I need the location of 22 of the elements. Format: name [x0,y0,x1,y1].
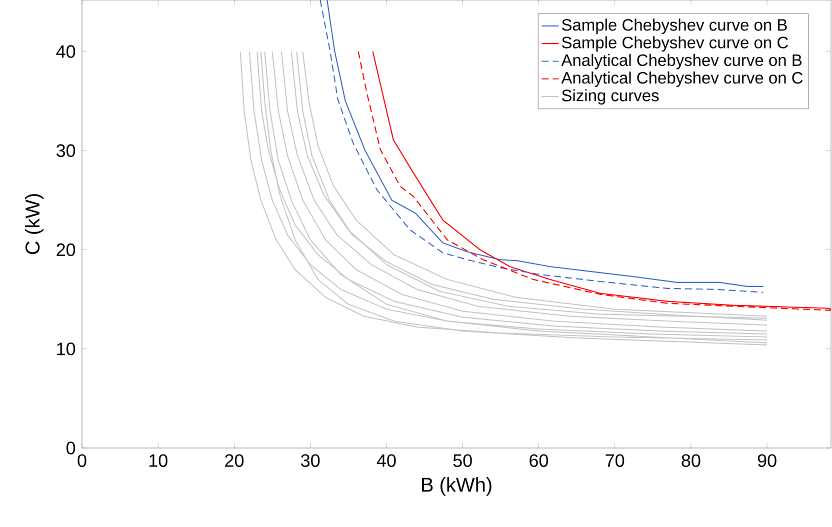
x-tick-label: 10 [149,454,168,467]
legend-label: Analytical Chebyshev curve on C [561,72,803,87]
y-tick-label: 20 [56,243,76,256]
x-tick-label: 70 [606,454,624,467]
legend-label: Analytical Chebyshev curve on B [561,54,802,70]
x-tick-label: 30 [301,454,320,467]
x-tick-label: 40 [376,454,396,467]
y-tick-label: 10 [57,342,76,356]
y-axis-title: C (kW) [24,194,44,254]
legend-label: Sample Chebyshev curve on C [562,36,788,52]
x-axis-title: B (kWh) [422,477,492,496]
x-tick-label: 80 [682,454,700,467]
legend-label: Sizing curves [562,89,659,105]
legend-label: Sample Chebyshev curve on B [562,18,787,34]
x-tick-label: 50 [453,454,472,467]
y-tick-label: 0 [66,442,76,454]
x-tick-label: 0 [78,454,86,467]
y-tick-label: 40 [56,45,76,58]
x-tick-label: 20 [225,454,244,467]
x-tick-label: 60 [530,454,548,467]
y-tick-label: 30 [56,144,76,158]
x-tick-label: 90 [758,454,776,467]
